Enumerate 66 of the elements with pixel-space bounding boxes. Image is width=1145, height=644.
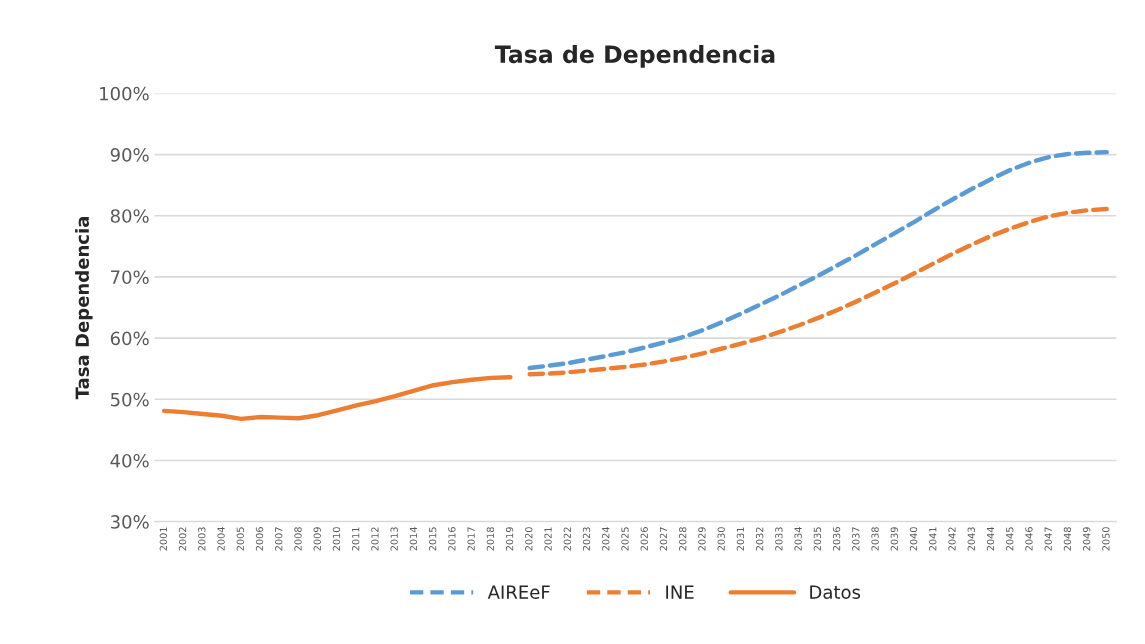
x-tick-label: 2031 xyxy=(736,527,745,551)
y-tick-label: 30% xyxy=(110,515,149,529)
x-tick-label: 2048 xyxy=(1063,527,1072,551)
y-tick-label: 100% xyxy=(100,86,149,101)
x-tick-label: 2037 xyxy=(852,527,860,551)
x-tick-label: 2040 xyxy=(909,527,918,551)
x-tick-label: 2014 xyxy=(409,527,418,551)
line-series xyxy=(161,375,513,422)
x-tick-label: 2045 xyxy=(1006,527,1014,551)
x-tick-label: 2002 xyxy=(178,527,187,551)
y-tick-label: 90% xyxy=(110,148,149,162)
legend-label: AIREeF xyxy=(487,585,550,599)
x-tick-label: 2047 xyxy=(1044,527,1052,551)
x-tick-label: 2023 xyxy=(582,527,591,551)
x-tick-label: 2042 xyxy=(948,527,956,551)
legend-label: Datos xyxy=(810,585,861,599)
line-series xyxy=(527,206,1109,377)
x-tick-label: 2007 xyxy=(275,527,283,551)
y-axis-title: Tasa Dependencia xyxy=(75,217,93,400)
x-tick-label: 2039 xyxy=(890,527,898,551)
x-tick-label: 2024 xyxy=(602,527,610,551)
x-tick-label: 2009 xyxy=(313,527,321,551)
x-tick-label: 2016 xyxy=(448,527,456,551)
y-tick-label: 50% xyxy=(110,392,149,407)
x-tick-label: 2020 xyxy=(525,527,533,551)
x-tick-label: 2001 xyxy=(159,527,168,551)
x-tick-label: 2049 xyxy=(1082,527,1091,551)
x-tick-label: 2027 xyxy=(659,527,668,551)
x-tick-label: 2017 xyxy=(467,527,475,551)
x-tick-label: 2018 xyxy=(486,527,495,551)
x-tick-label: 2013 xyxy=(390,527,398,551)
line-series xyxy=(527,149,1109,371)
y-tick-label: 70% xyxy=(111,270,149,285)
x-tick-label: 2043 xyxy=(967,527,975,551)
x-tick-label: 2032 xyxy=(755,527,764,551)
legend-label: INE xyxy=(666,585,694,599)
x-tick-label: 2022 xyxy=(563,527,571,551)
x-tick-label: 2011 xyxy=(352,527,360,551)
x-tick-label: 2003 xyxy=(198,527,206,551)
x-tick-label: 2050 xyxy=(1102,527,1110,551)
x-tick-label: 2046 xyxy=(1025,527,1033,551)
x-tick-label: 2036 xyxy=(832,527,841,551)
x-tick-label: 2010 xyxy=(332,527,341,551)
x-tick-label: 2041 xyxy=(929,527,937,551)
x-tick-label: 2004 xyxy=(217,527,225,551)
x-tick-label: 2006 xyxy=(255,527,264,551)
x-tick-label: 2034 xyxy=(794,527,802,551)
x-tick-label: 2005 xyxy=(236,527,244,551)
x-tick-label: 2029 xyxy=(698,527,706,551)
x-tick-label: 2028 xyxy=(679,527,687,551)
x-tick-label: 2044 xyxy=(986,527,995,551)
y-tick-label: 40% xyxy=(110,453,149,468)
x-tick-label: 2030 xyxy=(717,527,725,551)
x-tick-label: 2012 xyxy=(371,527,379,551)
x-tick-label: 2015 xyxy=(428,527,437,551)
x-tick-label: 2038 xyxy=(871,527,879,551)
x-tick-label: 2033 xyxy=(775,527,783,551)
y-tick-label: 60% xyxy=(110,331,149,346)
x-tick-label: 2025 xyxy=(621,527,629,551)
x-tick-label: 2026 xyxy=(640,527,648,551)
x-tick-label: 2008 xyxy=(294,527,302,551)
x-tick-label: 2035 xyxy=(813,527,822,551)
chart-title: Tasa de Dependencia xyxy=(494,44,775,68)
x-tick-label: 2021 xyxy=(544,527,552,551)
x-tick-label: 2019 xyxy=(505,527,514,551)
y-tick-label: 80% xyxy=(110,209,149,223)
